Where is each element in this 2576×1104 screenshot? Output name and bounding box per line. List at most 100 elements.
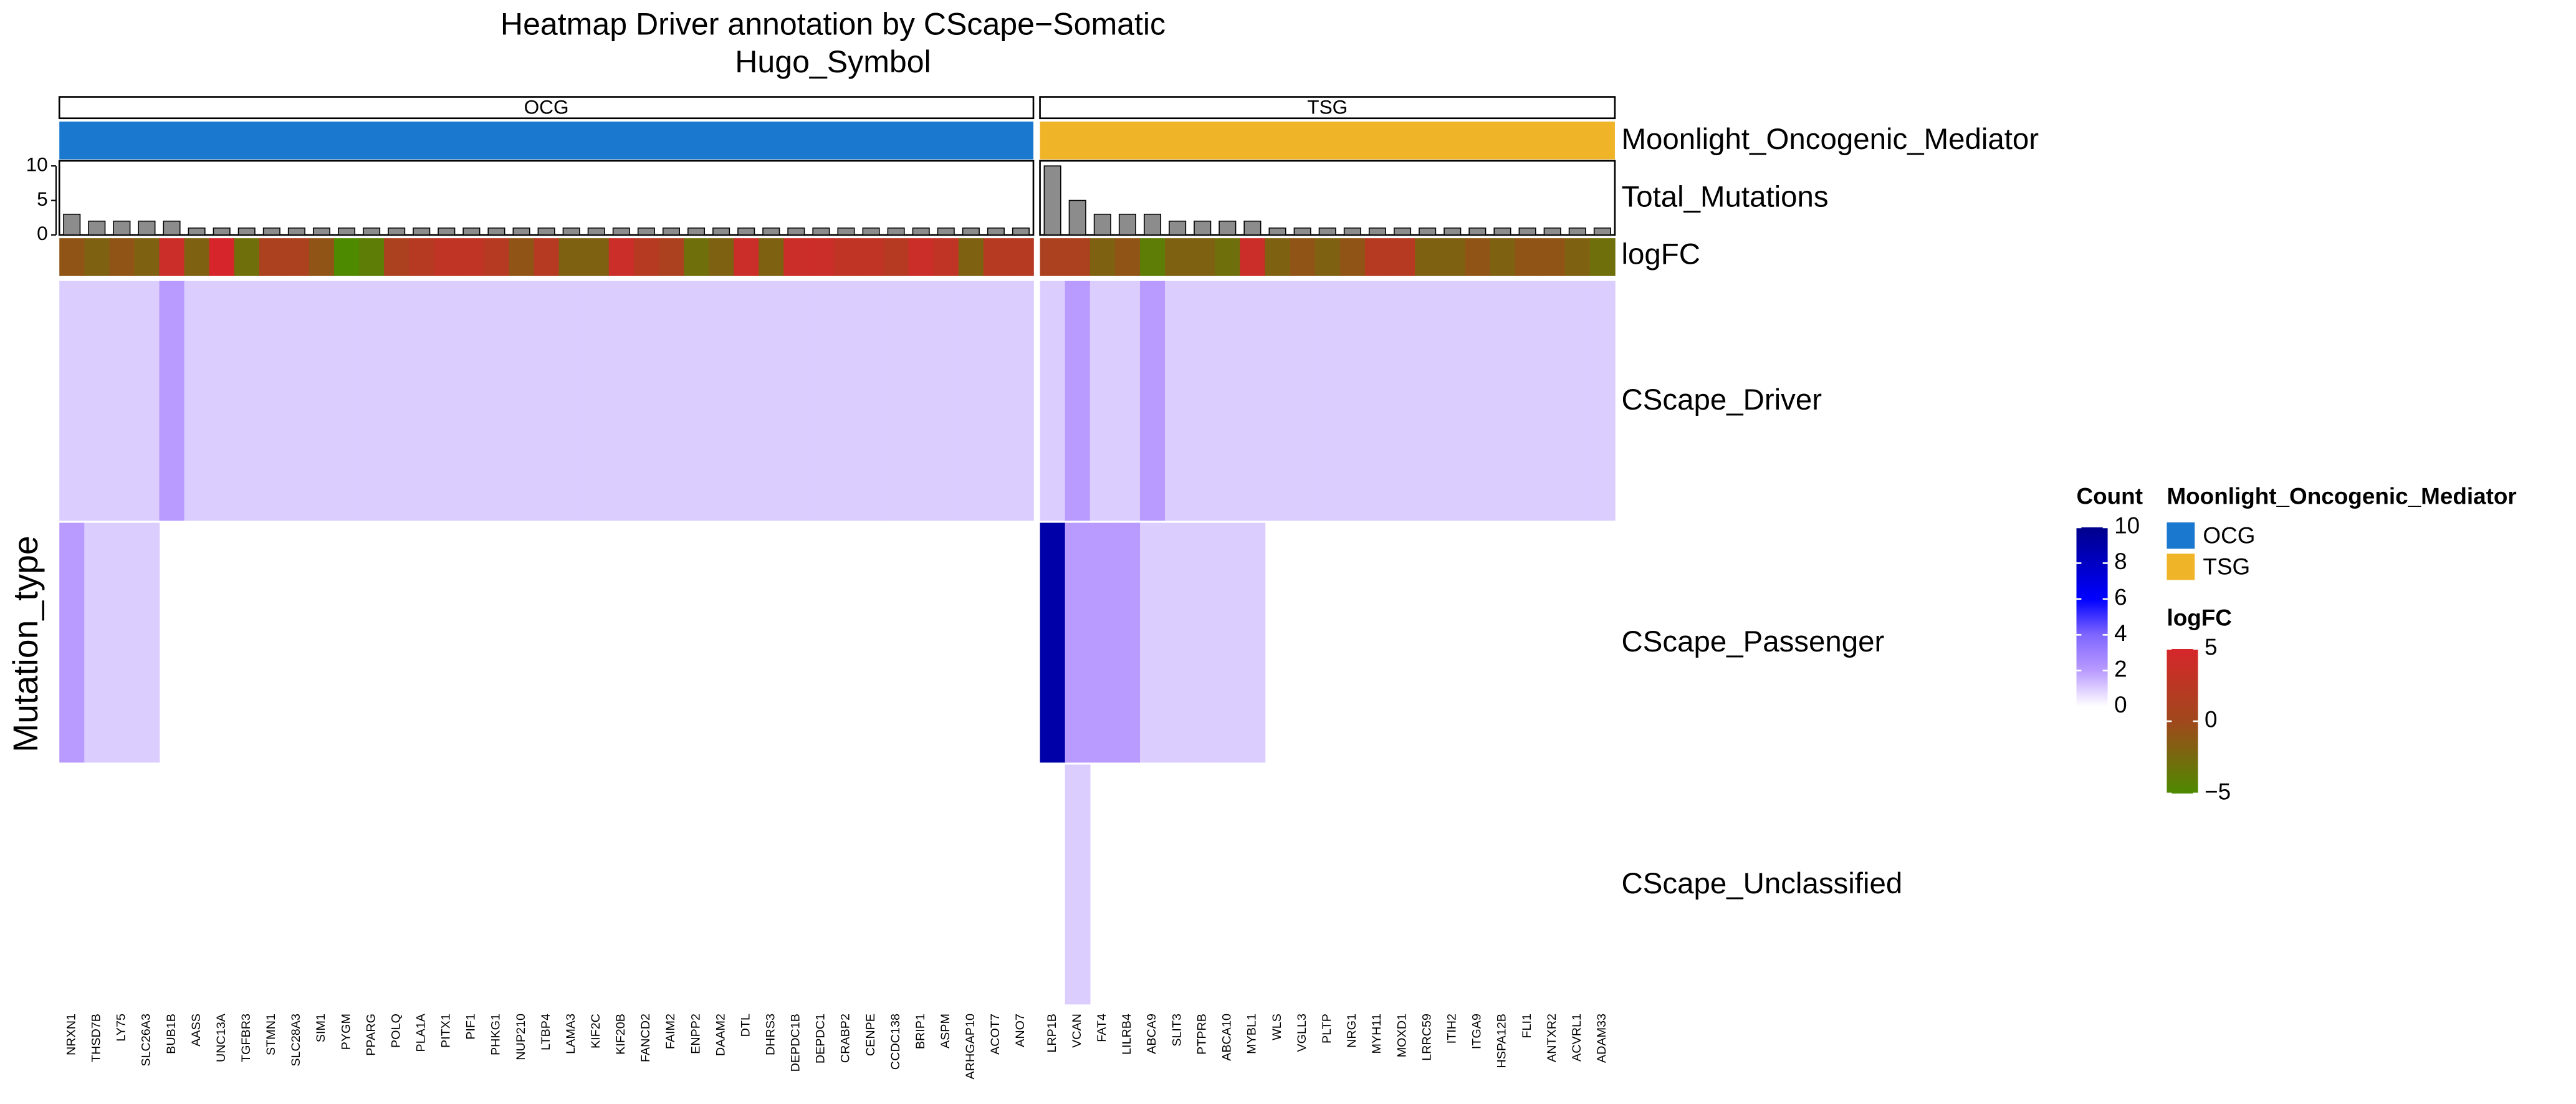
legend-tick-label: 0 (2114, 692, 2127, 718)
row-label: CScape_Driver (1621, 383, 1822, 416)
logfc-cell (484, 238, 510, 276)
heatmap-cell (1089, 522, 1116, 763)
heatmap-cell (1314, 281, 1341, 521)
gene-label: SIM1 (314, 1014, 328, 1042)
gene-label: PIF1 (464, 1014, 478, 1040)
heatmap-cell (134, 522, 160, 763)
gene-label: MYH11 (1370, 1014, 1384, 1054)
legend-swatch (2167, 522, 2195, 549)
logfc-cell (1390, 238, 1415, 276)
logfc-cell (933, 238, 959, 276)
y-tick-label: 5 (37, 188, 48, 210)
heatmap-cell (958, 281, 984, 521)
gene-label: ACVRL1 (1570, 1014, 1584, 1062)
heatmap-cell (1390, 281, 1415, 521)
logfc-cell (309, 238, 335, 276)
legend-tick-label: 4 (2114, 620, 2127, 646)
logfc-cell (1065, 238, 1091, 276)
heatmap-cell (1065, 522, 1091, 763)
heatmap-cell (1415, 281, 1441, 521)
bar (113, 220, 131, 236)
heatmap-cell (384, 281, 410, 521)
logfc-cell (1339, 238, 1366, 276)
heatmap-cell (1215, 281, 1241, 521)
gene-label: ABCA10 (1220, 1014, 1234, 1061)
group-annotation (1040, 122, 1615, 160)
gene-label: CENPE (864, 1014, 878, 1056)
bar (63, 213, 81, 236)
logfc-cell (459, 238, 485, 276)
gene-label: DHRS3 (764, 1014, 777, 1055)
heatmap-cell (234, 281, 260, 521)
heatmap-cell (59, 281, 85, 521)
heatmap-cell (184, 281, 210, 521)
gene-label: HSPA12B (1495, 1014, 1509, 1068)
gene-label: CRABP2 (839, 1014, 853, 1063)
heatmap-cell (1190, 281, 1216, 521)
bar (1468, 228, 1487, 236)
bar (1169, 220, 1187, 236)
row-label: CScape_Unclassified (1621, 867, 1902, 900)
bar (712, 228, 730, 236)
gene-label: CCDC138 (889, 1014, 903, 1070)
legend-tick-label: −5 (2205, 779, 2231, 805)
bar (237, 228, 256, 236)
logfc-cell (234, 238, 260, 276)
logfc-cell (1515, 238, 1541, 276)
heatmap-cell (109, 522, 135, 763)
bar (762, 228, 780, 236)
heatmap-cell (858, 281, 884, 521)
legend-swatch (2167, 554, 2195, 580)
gene-label: DEPDC1B (789, 1014, 803, 1072)
logfc-cell (1190, 238, 1216, 276)
heatmap-cell (309, 281, 335, 521)
gene-label: ARHGAP10 (964, 1014, 977, 1079)
legend-title: Count (2077, 483, 2143, 509)
bar (1318, 228, 1336, 236)
bar (562, 228, 580, 236)
chart-title: Heatmap Driver annotation by CScape−Soma… (500, 6, 1166, 41)
logfc-cell (1215, 238, 1241, 276)
logfc-cell (759, 238, 785, 276)
bar (512, 228, 530, 236)
logfc-cell (1008, 238, 1034, 276)
bar (962, 228, 980, 236)
logfc-cell (434, 238, 460, 276)
bar (1118, 213, 1136, 236)
heatmap-cell (608, 281, 634, 521)
row-label: CScape_Passenger (1621, 625, 1884, 658)
gene-label: STMN1 (264, 1014, 278, 1055)
bar (937, 228, 955, 236)
gene-label: NRXN1 (64, 1014, 78, 1055)
logfc-cell (583, 238, 610, 276)
gene-label: LTBP4 (539, 1014, 553, 1050)
logfc-cell (783, 238, 810, 276)
bar (1243, 220, 1262, 236)
logfc-cell (134, 238, 160, 276)
logfc-cell (209, 238, 235, 276)
gene-label: NRG1 (1345, 1014, 1359, 1048)
heatmap-cell (908, 281, 934, 521)
logfc-cell (1490, 238, 1516, 276)
heatmap-cell (583, 281, 610, 521)
bar (837, 228, 855, 236)
gene-label: PYGM (339, 1014, 353, 1050)
logfc-cell (1114, 238, 1141, 276)
logfc-cell (1040, 238, 1066, 276)
bar (1568, 228, 1586, 236)
bar (537, 228, 555, 236)
bar (1343, 228, 1361, 236)
bar (1543, 228, 1561, 236)
logfc-cell (633, 238, 659, 276)
heatmap-cell (1008, 281, 1034, 521)
bar (1444, 228, 1462, 236)
heatmap-cell (734, 281, 760, 521)
logfc-cell (259, 238, 285, 276)
gene-label: LRP1B (1045, 1014, 1059, 1053)
bar (262, 228, 280, 236)
gene-label: NUP210 (514, 1014, 528, 1060)
logfc-cell (1415, 238, 1441, 276)
logfc-cell (1089, 238, 1116, 276)
bar (737, 228, 755, 236)
gene-label: PPARG (364, 1014, 378, 1056)
